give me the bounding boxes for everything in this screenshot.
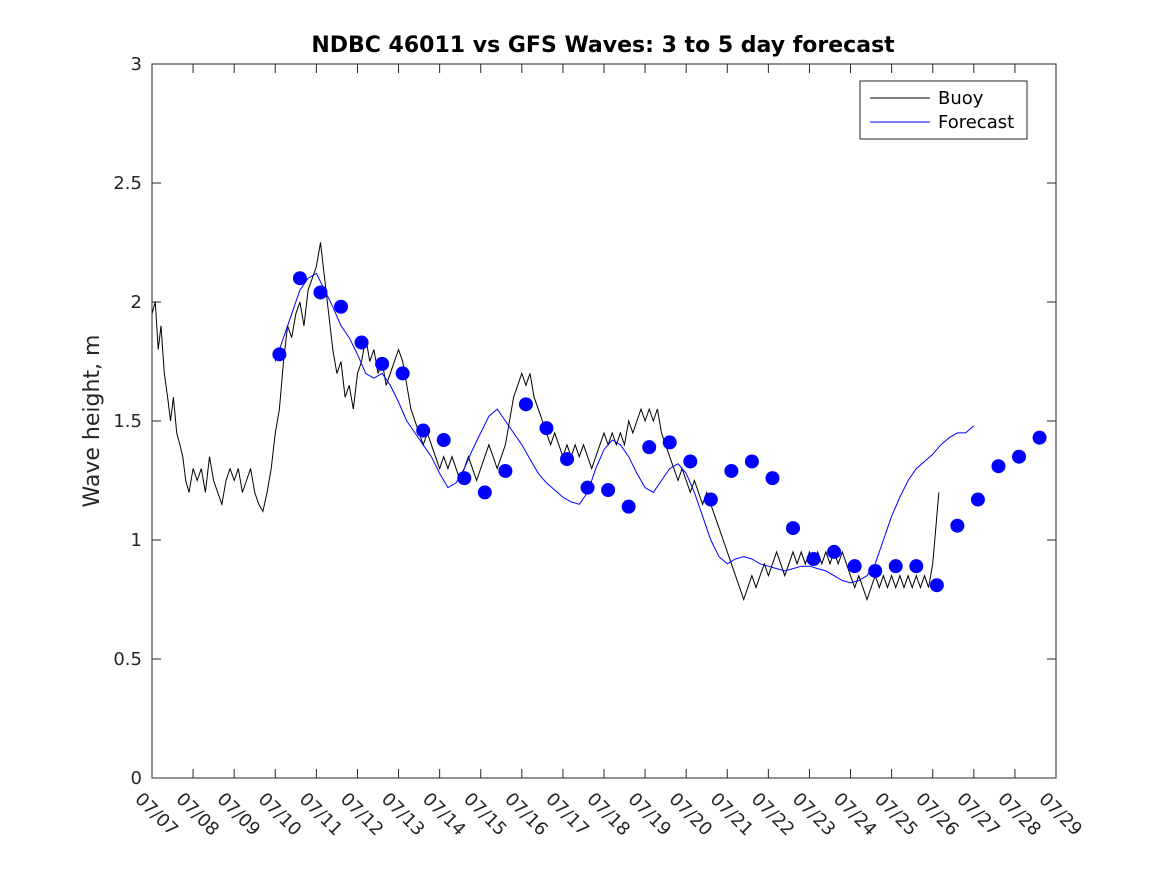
forecast-point: [683, 454, 698, 469]
x-tick-label: 07/28: [993, 789, 1045, 841]
x-tick-label: 07/13: [377, 789, 429, 841]
forecast-point: [786, 521, 801, 536]
forecast-point: [662, 435, 677, 450]
x-tick-label: 07/27: [952, 789, 1004, 841]
x-tick-label: 07/15: [459, 789, 511, 841]
forecast-point: [621, 499, 636, 514]
forecast-point: [642, 440, 657, 455]
y-tick-label: 3: [131, 54, 142, 75]
forecast-point: [950, 518, 965, 533]
x-tick-label: 07/12: [336, 789, 388, 841]
series-layer: [151, 242, 1047, 602]
forecast-point: [539, 421, 554, 436]
forecast-point: [395, 366, 410, 381]
x-tick-label: 07/09: [213, 789, 265, 841]
forecast-point: [744, 454, 759, 469]
x-tick-label: 07/11: [295, 789, 347, 841]
forecast-point: [601, 483, 616, 498]
y-tick-label: 2: [131, 292, 142, 313]
forecast-point: [888, 559, 903, 574]
x-tick-label: 07/25: [870, 789, 922, 841]
x-tick-label: 07/19: [624, 789, 676, 841]
y-tick-label: 1.5: [113, 411, 142, 432]
forecast-point: [970, 492, 985, 507]
forecast-point: [929, 578, 944, 593]
legend: Buoy Forecast: [859, 80, 1028, 140]
x-tick-label: 07/16: [500, 789, 552, 841]
y-axis-ticks: 0 0.5 1 1.5 2 2.5 3: [113, 54, 1056, 789]
x-tick-label: 07/08: [172, 789, 224, 841]
y-tick-label: 0.5: [113, 649, 142, 670]
forecast-point: [868, 563, 883, 578]
x-tick-label: 07/17: [541, 789, 593, 841]
forecast-point: [498, 463, 513, 478]
y-tick-label: 2.5: [113, 173, 142, 194]
x-tick-label: 07/18: [582, 789, 634, 841]
x-tick-label: 07/29: [1034, 789, 1086, 841]
forecast-point: [477, 485, 492, 500]
x-tick-label: 07/21: [706, 789, 758, 841]
forecast-point: [724, 463, 739, 478]
legend-box: [859, 80, 1028, 140]
forecast-point: [806, 552, 821, 567]
x-tick-label: 07/14: [418, 789, 470, 841]
forecast-point: [457, 471, 472, 486]
forecast-point: [765, 471, 780, 486]
forecast-point: [703, 492, 718, 507]
plot-area: [152, 64, 1056, 778]
forecast-point: [560, 452, 575, 467]
chart-title: NDBC 46011 vs GFS Waves: 3 to 5 day fore…: [311, 33, 895, 58]
legend-label-forecast: Forecast: [938, 112, 1014, 133]
forecast-point: [1012, 449, 1027, 464]
forecast-point: [991, 459, 1006, 474]
forecast-point: [416, 423, 431, 438]
forecast-point: [518, 397, 533, 412]
forecast-point: [313, 285, 328, 300]
forecast-point: [1032, 430, 1047, 445]
forecast-point: [580, 480, 595, 495]
x-tick-label: 07/26: [911, 789, 963, 841]
x-tick-label: 07/07: [130, 789, 182, 841]
forecast-point: [847, 559, 862, 574]
forecast-point: [354, 335, 369, 350]
y-tick-label: 1: [131, 530, 142, 551]
legend-label-buoy: Buoy: [938, 88, 984, 109]
x-tick-label: 07/23: [788, 789, 840, 841]
x-tick-label: 07/10: [254, 789, 306, 841]
forecast-point: [272, 347, 287, 362]
forecast-point: [334, 299, 349, 314]
forecast-point: [375, 356, 390, 371]
axes-box: [151, 63, 1057, 779]
x-tick-label: 07/22: [747, 789, 799, 841]
x-tick-label: 07/20: [665, 789, 717, 841]
y-axis-label: Wave height, m: [80, 335, 105, 508]
forecast-point: [292, 271, 307, 286]
x-tick-label: 07/24: [829, 789, 881, 841]
forecast-point: [436, 433, 451, 448]
y-tick-label: 0: [131, 768, 142, 789]
forecast-point: [909, 559, 924, 574]
forecast-point: [827, 544, 842, 559]
series-line-forecast: [274, 272, 975, 584]
